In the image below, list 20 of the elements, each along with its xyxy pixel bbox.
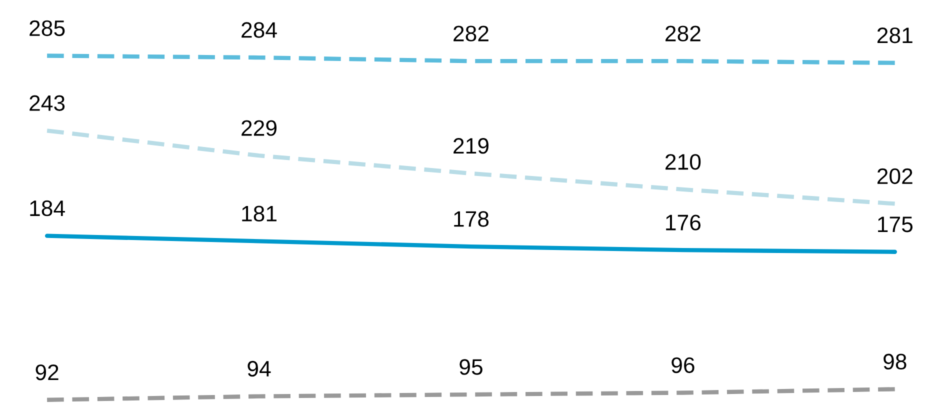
data-label: 282 [454,26,488,42]
data-label: 98 [884,354,906,370]
data-label: 96 [672,357,694,374]
data-label: 219 [454,138,488,154]
data-label: 184 [30,200,65,216]
data-label: 92 [36,364,58,380]
data-label: 284 [242,22,277,38]
data-label: 175 [878,216,913,232]
data-label: 229 [242,120,277,136]
data-label: 282 [666,26,700,42]
data-label: 243 [30,95,65,111]
data-label: 176 [666,214,701,230]
data-label: 95 [460,359,482,375]
data-label: 181 [242,206,276,222]
data-label: 285 [30,20,65,36]
data-label: 210 [666,154,701,170]
data-label: 281 [877,27,912,44]
data-label: 94 [248,360,271,377]
data-label: 178 [454,211,489,227]
data-label: 202 [877,168,912,184]
